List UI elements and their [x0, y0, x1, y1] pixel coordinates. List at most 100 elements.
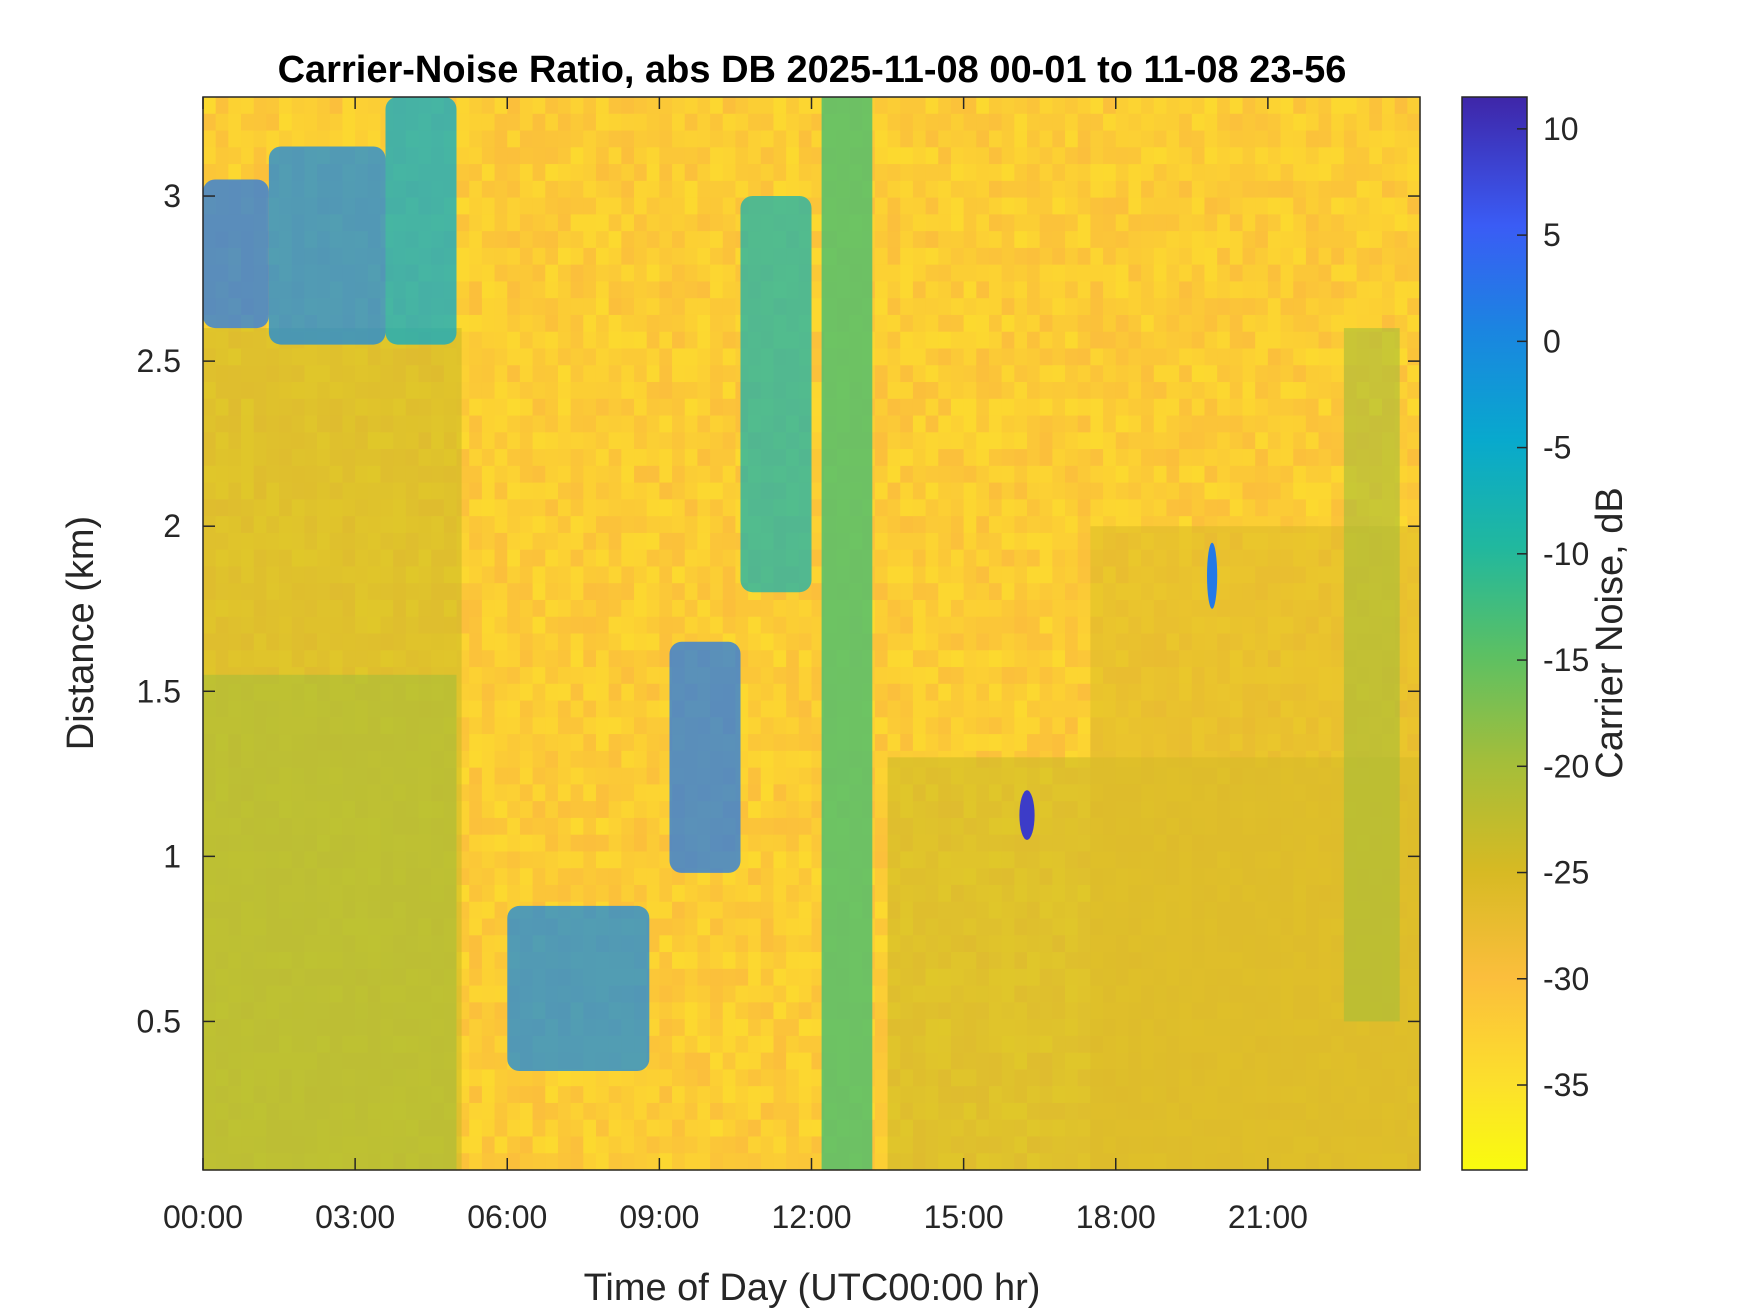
heatmap-cell: [760, 918, 775, 936]
heatmap-cell: [507, 717, 521, 735]
heatmap-cell: [583, 482, 597, 500]
heatmap-cell: [1103, 331, 1117, 350]
heatmap-cell: [646, 717, 660, 735]
heatmap-cell: [1065, 214, 1079, 232]
heatmap-cell: [494, 247, 508, 266]
heatmap-cell: [874, 516, 889, 534]
heatmap-cell: [1077, 214, 1091, 232]
heatmap-cell: [1039, 97, 1053, 115]
heatmap-cell: [963, 449, 977, 467]
heatmap-cell: [798, 801, 813, 819]
heatmap-cell: [621, 784, 635, 802]
heatmap-cell: [722, 968, 737, 987]
heatmap-cell: [621, 549, 635, 568]
heatmap-cell: [672, 348, 686, 366]
heatmap-cell: [570, 650, 584, 668]
heatmap-cell: [684, 331, 699, 350]
heatmap-cell: [748, 901, 762, 920]
heatmap-cell: [1039, 616, 1053, 635]
heatmap-cell: [938, 231, 952, 249]
heatmap-cell: [874, 1102, 889, 1121]
heatmap-cell: [557, 298, 572, 316]
heatmap-cell: [1077, 499, 1091, 517]
heatmap-cell: [291, 130, 306, 148]
heatmap-cell: [494, 415, 508, 433]
heatmap-cell: [672, 247, 686, 266]
heatmap-cell: [1115, 214, 1130, 232]
heatmap-cell: [545, 314, 559, 333]
heatmap-cell: [481, 734, 496, 752]
heatmap-cell: [684, 1086, 699, 1104]
heatmap-cell: [1014, 667, 1028, 685]
heatmap-cell: [595, 566, 610, 584]
heatmap-cell: [760, 130, 775, 148]
heatmap-cell: [1191, 97, 1206, 115]
heatmap-cell: [570, 113, 584, 132]
heatmap-cell: [621, 465, 635, 484]
heatmap-cell: [659, 952, 673, 970]
heatmap-cell: [481, 432, 496, 450]
heatmap-cell: [1065, 532, 1079, 551]
heatmap-cell: [595, 113, 610, 132]
heatmap-cell: [570, 264, 584, 283]
heatmap-cell: [646, 851, 660, 869]
heatmap-cell: [760, 147, 775, 165]
heatmap-cell: [469, 1069, 483, 1087]
heatmap-cell: [608, 1136, 622, 1154]
heatmap-cell: [773, 884, 787, 903]
heatmap-cell: [1141, 382, 1155, 400]
heatmap-cell: [507, 415, 521, 433]
heatmap-cell: [519, 801, 534, 819]
heatmap-cell: [507, 516, 521, 534]
heatmap-cell: [634, 298, 648, 316]
heatmap-cell: [1027, 700, 1041, 718]
heatmap-cell: [1027, 97, 1041, 115]
heatmap-cell: [507, 851, 521, 869]
heatmap-cell: [735, 1069, 749, 1087]
heatmap-cell: [481, 314, 496, 333]
heatmap-cell: [583, 834, 597, 853]
heatmap-cell: [1141, 97, 1155, 115]
heatmap-cell: [583, 667, 597, 685]
heatmap-cell: [786, 985, 800, 1003]
heatmap-cell: [469, 516, 483, 534]
heatmap-cell: [900, 432, 914, 450]
heatmap-cell: [811, 97, 825, 115]
heatmap-cell: [634, 851, 648, 869]
heatmap-cell: [532, 834, 546, 853]
heatmap-cell: [1039, 398, 1053, 417]
heatmap-cell: [595, 1153, 610, 1171]
heatmap-cell: [684, 247, 699, 266]
heatmap-cell: [507, 616, 521, 635]
heatmap-cell: [608, 734, 622, 752]
heatmap-cell: [900, 214, 914, 232]
heatmap-cell: [557, 801, 572, 819]
heatmap-cell: [532, 599, 546, 618]
heatmap-cell: [697, 616, 711, 635]
heatmap-cell: [976, 499, 990, 517]
heatmap-cell: [1141, 264, 1155, 283]
heatmap-cell: [608, 566, 622, 584]
heatmap-cell: [507, 1086, 521, 1104]
heatmap-cell: [570, 583, 584, 601]
heatmap-cell: [1027, 650, 1041, 668]
heatmap-cell: [786, 1069, 800, 1087]
heatmap-cell: [583, 868, 597, 886]
heatmap-cell: [988, 247, 1003, 266]
heatmap-cell: [494, 583, 508, 601]
heatmap-cell: [469, 851, 483, 869]
heatmap-cell: [976, 583, 990, 601]
heatmap-cell: [988, 449, 1003, 467]
heatmap-cell: [887, 214, 901, 232]
heatmap-cell: [494, 901, 508, 920]
heatmap-cell: [798, 164, 813, 182]
heatmap-cell: [1103, 382, 1117, 400]
heatmap-cell: [659, 1119, 673, 1138]
heatmap-cell: [532, 415, 546, 433]
heatmap-cell: [532, 583, 546, 601]
heatmap-cell: [938, 130, 952, 148]
heatmap-cell: [1141, 113, 1155, 132]
heatmap-cell: [659, 717, 673, 735]
heatmap-cell: [786, 1136, 800, 1154]
heatmap-cell: [545, 767, 559, 785]
